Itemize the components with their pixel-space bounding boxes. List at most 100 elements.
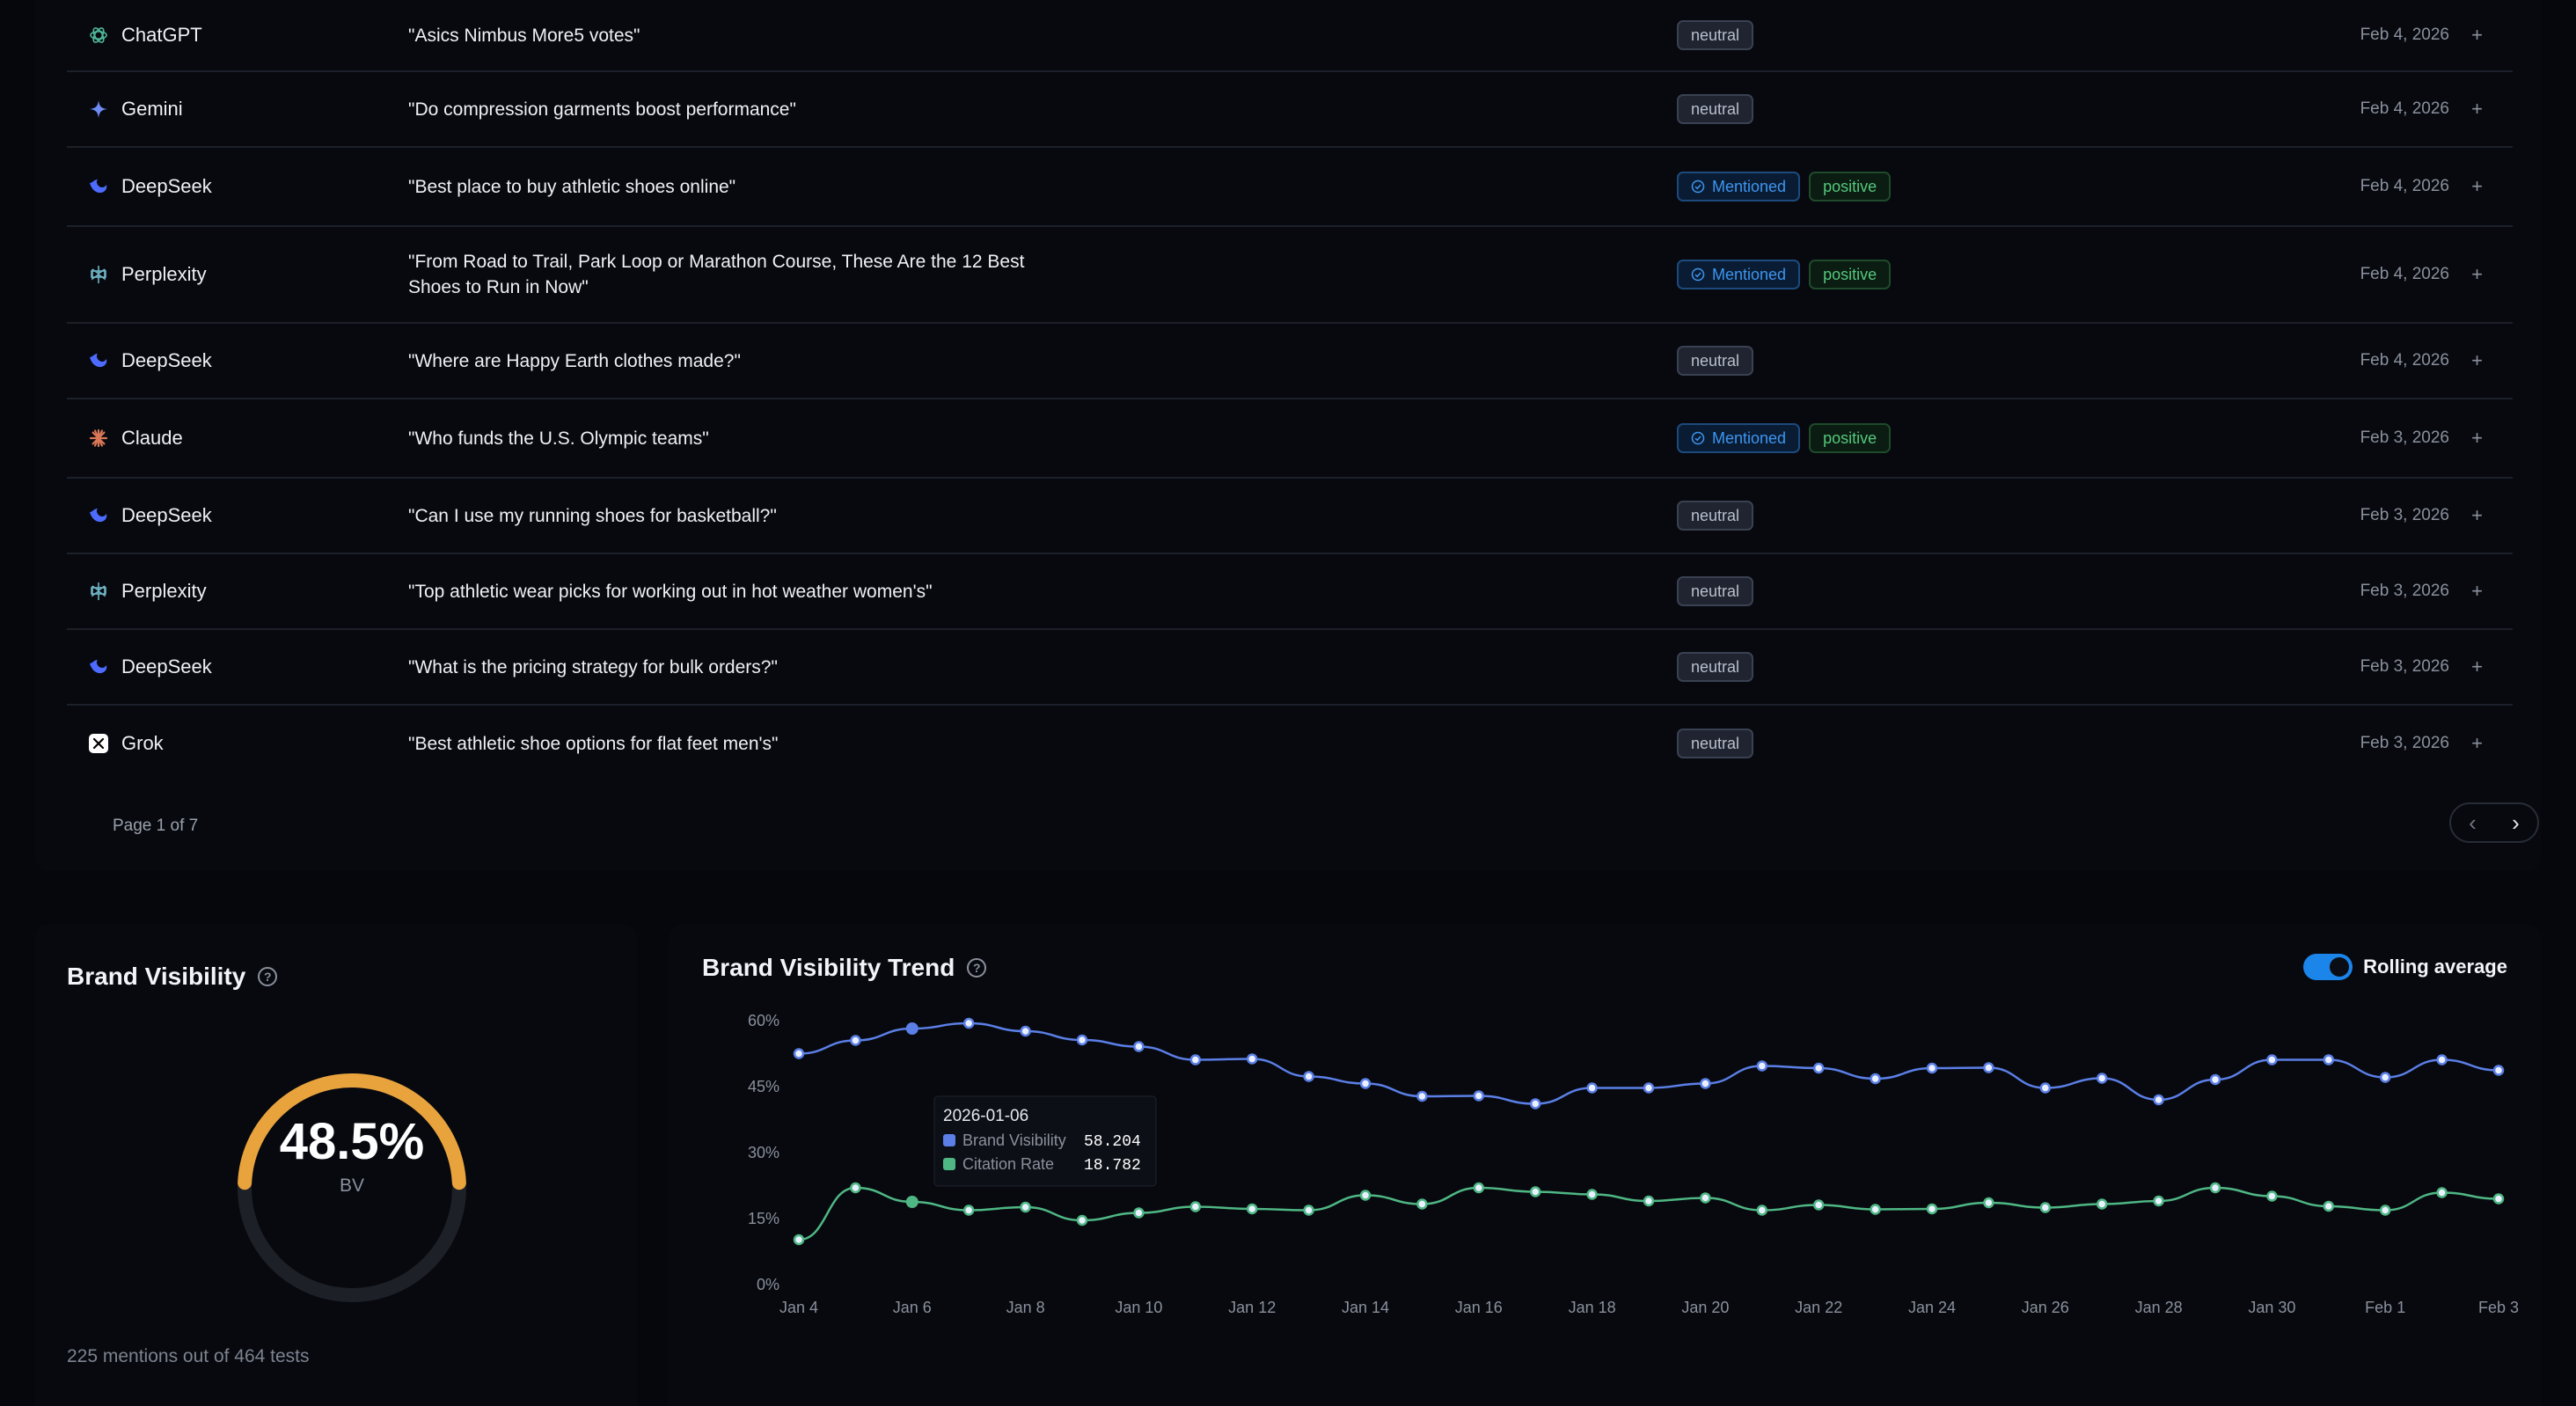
table-row[interactable]: Perplexity "Top athletic wear picks for w… bbox=[67, 554, 2513, 630]
expand-row-button[interactable]: + bbox=[2471, 580, 2483, 602]
citation-rate-point bbox=[2153, 1195, 2164, 1207]
badge-label: positive bbox=[1823, 428, 1877, 447]
date-cell: Feb 3, 2026 bbox=[2360, 582, 2449, 600]
table-row[interactable]: Gemini "Do compression garments boost per… bbox=[67, 72, 2513, 148]
expand-row-button[interactable]: + bbox=[2471, 504, 2483, 526]
badge-label: Mentioned bbox=[1712, 265, 1787, 283]
badge-label: neutral bbox=[1691, 351, 1740, 370]
expand-row-button[interactable]: + bbox=[2471, 427, 2483, 449]
status-badges: Mentioned positive bbox=[1677, 172, 1892, 201]
expand-row-button[interactable]: + bbox=[2471, 175, 2483, 197]
query-text: "Where are Happy Earth clothes made?" bbox=[408, 350, 741, 371]
trend-title: Brand Visibility Trend ? bbox=[702, 954, 987, 982]
date-cell: Feb 4, 2026 bbox=[2360, 351, 2449, 370]
expand-row-button[interactable]: + bbox=[2471, 98, 2483, 120]
badge-label: neutral bbox=[1691, 657, 1740, 676]
table-row[interactable]: Perplexity "From Road to Trail, Park Loop… bbox=[67, 227, 2513, 324]
model-cell: Grok bbox=[88, 732, 164, 755]
model-cell: DeepSeek bbox=[88, 175, 212, 198]
model-name: Perplexity bbox=[121, 263, 207, 285]
deepseek-icon bbox=[88, 350, 109, 371]
citation-rate-point bbox=[1359, 1190, 1372, 1201]
gauge-fill bbox=[238, 1073, 466, 1190]
y-tick-label: 45% bbox=[748, 1078, 779, 1095]
y-tick-label: 0% bbox=[757, 1276, 779, 1293]
citation-rate-point bbox=[2039, 1202, 2052, 1213]
expand-row-button[interactable]: + bbox=[2471, 24, 2483, 46]
model-cell: ChatGPT bbox=[88, 24, 202, 47]
trend-chart: 0% 15% 30% 45% 60% Jan 4 Jan 6 Jan 8 Jan 10 Jan 1… bbox=[748, 1012, 2519, 1316]
model-cell: DeepSeek bbox=[88, 349, 212, 372]
model-cell: Claude bbox=[88, 427, 183, 450]
brand-visibility-point bbox=[2436, 1054, 2448, 1065]
table-row[interactable]: DeepSeek "Can I use my running shoes for … bbox=[67, 479, 2513, 554]
next-page-button[interactable]: › bbox=[2512, 809, 2520, 836]
table-row[interactable]: DeepSeek "Best place to buy athletic shoe… bbox=[67, 148, 2513, 227]
x-tick-label: Jan 30 bbox=[2248, 1299, 2295, 1316]
date-cell: Feb 4, 2026 bbox=[2360, 265, 2449, 283]
badge-label: Mentioned bbox=[1712, 177, 1787, 195]
deepseek-icon bbox=[88, 656, 109, 677]
model-name: ChatGPT bbox=[121, 24, 202, 46]
expand-row-button[interactable]: + bbox=[2471, 349, 2483, 371]
citation-rate-point bbox=[1700, 1192, 1711, 1204]
prev-page-button[interactable]: ‹ bbox=[2469, 809, 2477, 836]
citation-rate-point bbox=[1926, 1203, 1938, 1215]
citation-rate-point bbox=[2266, 1190, 2278, 1202]
brand-visibility-point bbox=[1756, 1060, 1768, 1072]
table-row[interactable]: Claude "Who funds the U.S. Olympic teams"… bbox=[67, 399, 2513, 479]
model-name: DeepSeek bbox=[121, 349, 212, 371]
citation-rate-point bbox=[1643, 1195, 1655, 1207]
x-tick-label: Jan 6 bbox=[893, 1299, 932, 1316]
table-row[interactable]: ChatGPT "Asics Nimbus More5 votes" neutral… bbox=[67, 0, 2513, 72]
active-point bbox=[905, 1196, 918, 1208]
claude-icon bbox=[88, 428, 109, 449]
rolling-average-control: Rolling average bbox=[2303, 954, 2507, 980]
x-tick-label: Jan 16 bbox=[1455, 1299, 1503, 1316]
brand-visibility-point bbox=[850, 1035, 861, 1046]
model-name: DeepSeek bbox=[121, 504, 212, 526]
brand-visibility-point bbox=[1586, 1082, 1598, 1094]
citation-rate-point bbox=[1983, 1197, 1994, 1209]
expand-row-button[interactable]: + bbox=[2471, 263, 2483, 285]
tooltip-swatch bbox=[943, 1134, 955, 1146]
x-tick-label: Jan 28 bbox=[2135, 1299, 2183, 1316]
table-row[interactable]: DeepSeek "Where are Happy Earth clothes m… bbox=[67, 324, 2513, 399]
table-row[interactable]: DeepSeek "What is the pricing strategy fo… bbox=[67, 630, 2513, 706]
citation-rate-point bbox=[2096, 1198, 2108, 1210]
status-badges: neutral bbox=[1677, 346, 1754, 376]
model-name: Claude bbox=[121, 427, 183, 449]
citation-rate-point bbox=[1529, 1186, 1541, 1197]
brand-visibility-point bbox=[1246, 1053, 1258, 1065]
brand-visibility-point bbox=[793, 1048, 805, 1059]
chart-tooltip bbox=[933, 1095, 1157, 1187]
date-cell: Feb 3, 2026 bbox=[2360, 734, 2449, 752]
x-tick-label: Jan 14 bbox=[1342, 1299, 1389, 1316]
date-cell: Feb 4, 2026 bbox=[2360, 99, 2449, 118]
brand-visibility-point bbox=[1926, 1062, 1938, 1074]
brand-visibility-point bbox=[2096, 1073, 2108, 1084]
status-badges: neutral bbox=[1677, 729, 1754, 758]
brand-visibility-point bbox=[2153, 1094, 2164, 1106]
expand-row-button[interactable]: + bbox=[2471, 655, 2483, 677]
mentioned-badge: Mentioned bbox=[1677, 260, 1801, 289]
help-icon[interactable]: ? bbox=[967, 958, 987, 978]
model-cell: Perplexity bbox=[88, 580, 207, 603]
x-tick-label: Jan 4 bbox=[779, 1299, 818, 1316]
expand-row-button[interactable]: + bbox=[2471, 732, 2483, 754]
help-icon[interactable]: ? bbox=[258, 967, 278, 986]
table-row[interactable]: Grok "Best athletic shoe options for flat… bbox=[67, 706, 2513, 781]
query-text: "Can I use my running shoes for basketba… bbox=[408, 505, 777, 526]
brand-visibility-point bbox=[2039, 1082, 2052, 1094]
positive-badge: positive bbox=[1809, 172, 1892, 201]
citation-rate-point bbox=[850, 1182, 861, 1194]
tooltip-series-name: Citation Rate bbox=[962, 1155, 1054, 1173]
badge-label: neutral bbox=[1691, 734, 1740, 752]
date-cell: Feb 3, 2026 bbox=[2360, 657, 2449, 676]
grok-icon bbox=[88, 733, 109, 754]
check-circle-icon bbox=[1691, 431, 1705, 445]
badge-label: neutral bbox=[1691, 99, 1740, 118]
rolling-average-toggle[interactable] bbox=[2303, 954, 2353, 980]
brand-visibility-point bbox=[1812, 1062, 1825, 1074]
badge-label: positive bbox=[1823, 265, 1877, 283]
